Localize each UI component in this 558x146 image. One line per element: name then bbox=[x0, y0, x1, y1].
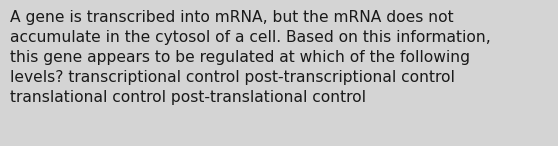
Text: A gene is transcribed into mRNA, but the mRNA does not
accumulate in the cytosol: A gene is transcribed into mRNA, but the… bbox=[10, 10, 490, 105]
